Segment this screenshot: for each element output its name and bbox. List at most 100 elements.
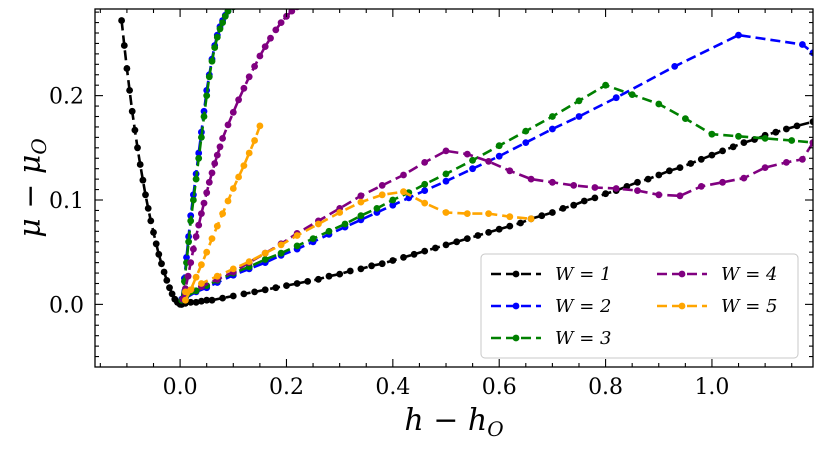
legend: W = 1 W = 2 W = 3 W = 4 W = 5 [480, 253, 799, 359]
data-point [309, 235, 317, 243]
data-point [389, 257, 397, 264]
data-point [697, 183, 705, 190]
data-point [288, 9, 296, 15]
data-point [357, 192, 365, 200]
data-point [671, 63, 679, 70]
data-point [235, 173, 243, 181]
x-tick-label: 0.2 [269, 375, 304, 400]
data-point [195, 221, 203, 229]
data-point [761, 135, 769, 142]
data-point [591, 184, 599, 191]
data-point [602, 190, 609, 198]
series-line [184, 33, 813, 300]
data-point [506, 167, 514, 175]
data-point [245, 149, 253, 157]
data-point [184, 272, 192, 280]
data-point [421, 187, 429, 195]
data-point [474, 232, 482, 239]
data-point [251, 288, 258, 296]
data-point [192, 287, 200, 295]
x-axis-label: h − hO [404, 403, 503, 441]
data-point [293, 242, 301, 250]
data-point [208, 296, 216, 304]
data-point [442, 209, 450, 216]
data-point [200, 199, 208, 207]
data-point [463, 150, 471, 158]
data-point [123, 65, 131, 72]
data-point [463, 235, 471, 243]
legend-label: W = 3 [555, 328, 611, 349]
legend-marker [512, 334, 520, 342]
data-point [213, 222, 221, 230]
data-point [229, 108, 237, 116]
data-point [469, 156, 476, 164]
data-point [224, 121, 232, 129]
data-point [277, 19, 285, 26]
data-point [421, 247, 429, 255]
data-point [708, 130, 716, 138]
data-point [267, 34, 274, 42]
data-point [182, 296, 189, 304]
data-point [277, 249, 285, 257]
legend-label: W = 4 [721, 264, 777, 285]
data-point [131, 126, 139, 134]
data-point [139, 176, 147, 184]
x-tick-label: 0.6 [482, 375, 517, 400]
data-point [378, 260, 386, 268]
data-point [293, 232, 301, 239]
data-point [341, 220, 349, 228]
data-point [150, 229, 157, 236]
data-point [719, 178, 726, 186]
series-line [184, 83, 813, 299]
data-point [134, 144, 141, 152]
data-point [336, 209, 344, 216]
data-point [389, 196, 397, 204]
data-point [788, 137, 796, 144]
data-point [799, 41, 806, 48]
data-point [203, 92, 211, 99]
data-point [740, 139, 748, 147]
data-point [126, 87, 133, 94]
data-point [211, 160, 219, 167]
data-point [261, 286, 269, 294]
data-point [793, 122, 801, 130]
legend-item: W = 4 [657, 264, 777, 285]
data-point [666, 167, 673, 175]
data-point [421, 159, 429, 166]
data-point [485, 158, 492, 165]
data-point [575, 113, 583, 120]
data-point [283, 282, 290, 289]
data-point [378, 182, 386, 189]
data-point [187, 298, 195, 306]
y-tick-label: 0.1 [49, 189, 84, 214]
data-point [185, 238, 193, 246]
data-point [120, 42, 128, 49]
data-point [200, 113, 208, 120]
legend-marker [678, 270, 686, 278]
data-point [213, 33, 221, 41]
data-point [495, 152, 503, 160]
data-point [346, 267, 354, 275]
data-point [166, 284, 173, 292]
data-point [195, 154, 203, 162]
data-point [495, 142, 503, 150]
data-point [549, 209, 556, 216]
data-point [783, 125, 790, 133]
data-point [559, 205, 567, 212]
data-point [400, 254, 407, 261]
data-point [676, 192, 684, 200]
data-point [187, 217, 195, 225]
data-point [168, 290, 176, 298]
data-point [229, 185, 237, 192]
data-point [211, 44, 219, 51]
tick-layer [95, 9, 813, 367]
data-point [549, 125, 556, 133]
data-point [245, 258, 253, 265]
data-point [735, 31, 742, 39]
data-point [357, 265, 365, 273]
data-point [809, 118, 813, 126]
data-point [198, 261, 205, 269]
data-point [634, 187, 641, 195]
data-point [538, 212, 546, 220]
